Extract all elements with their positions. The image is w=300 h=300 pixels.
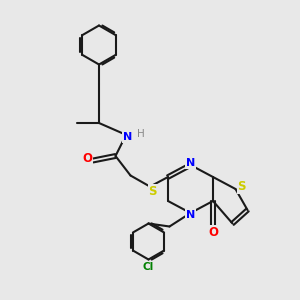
Text: O: O [208,226,218,239]
Text: S: S [237,180,246,193]
Text: O: O [82,152,92,165]
Text: S: S [148,184,157,198]
Text: N: N [123,132,132,142]
Text: H: H [137,129,145,140]
Text: N: N [186,158,195,169]
Text: N: N [186,209,195,220]
Text: Cl: Cl [143,262,154,272]
